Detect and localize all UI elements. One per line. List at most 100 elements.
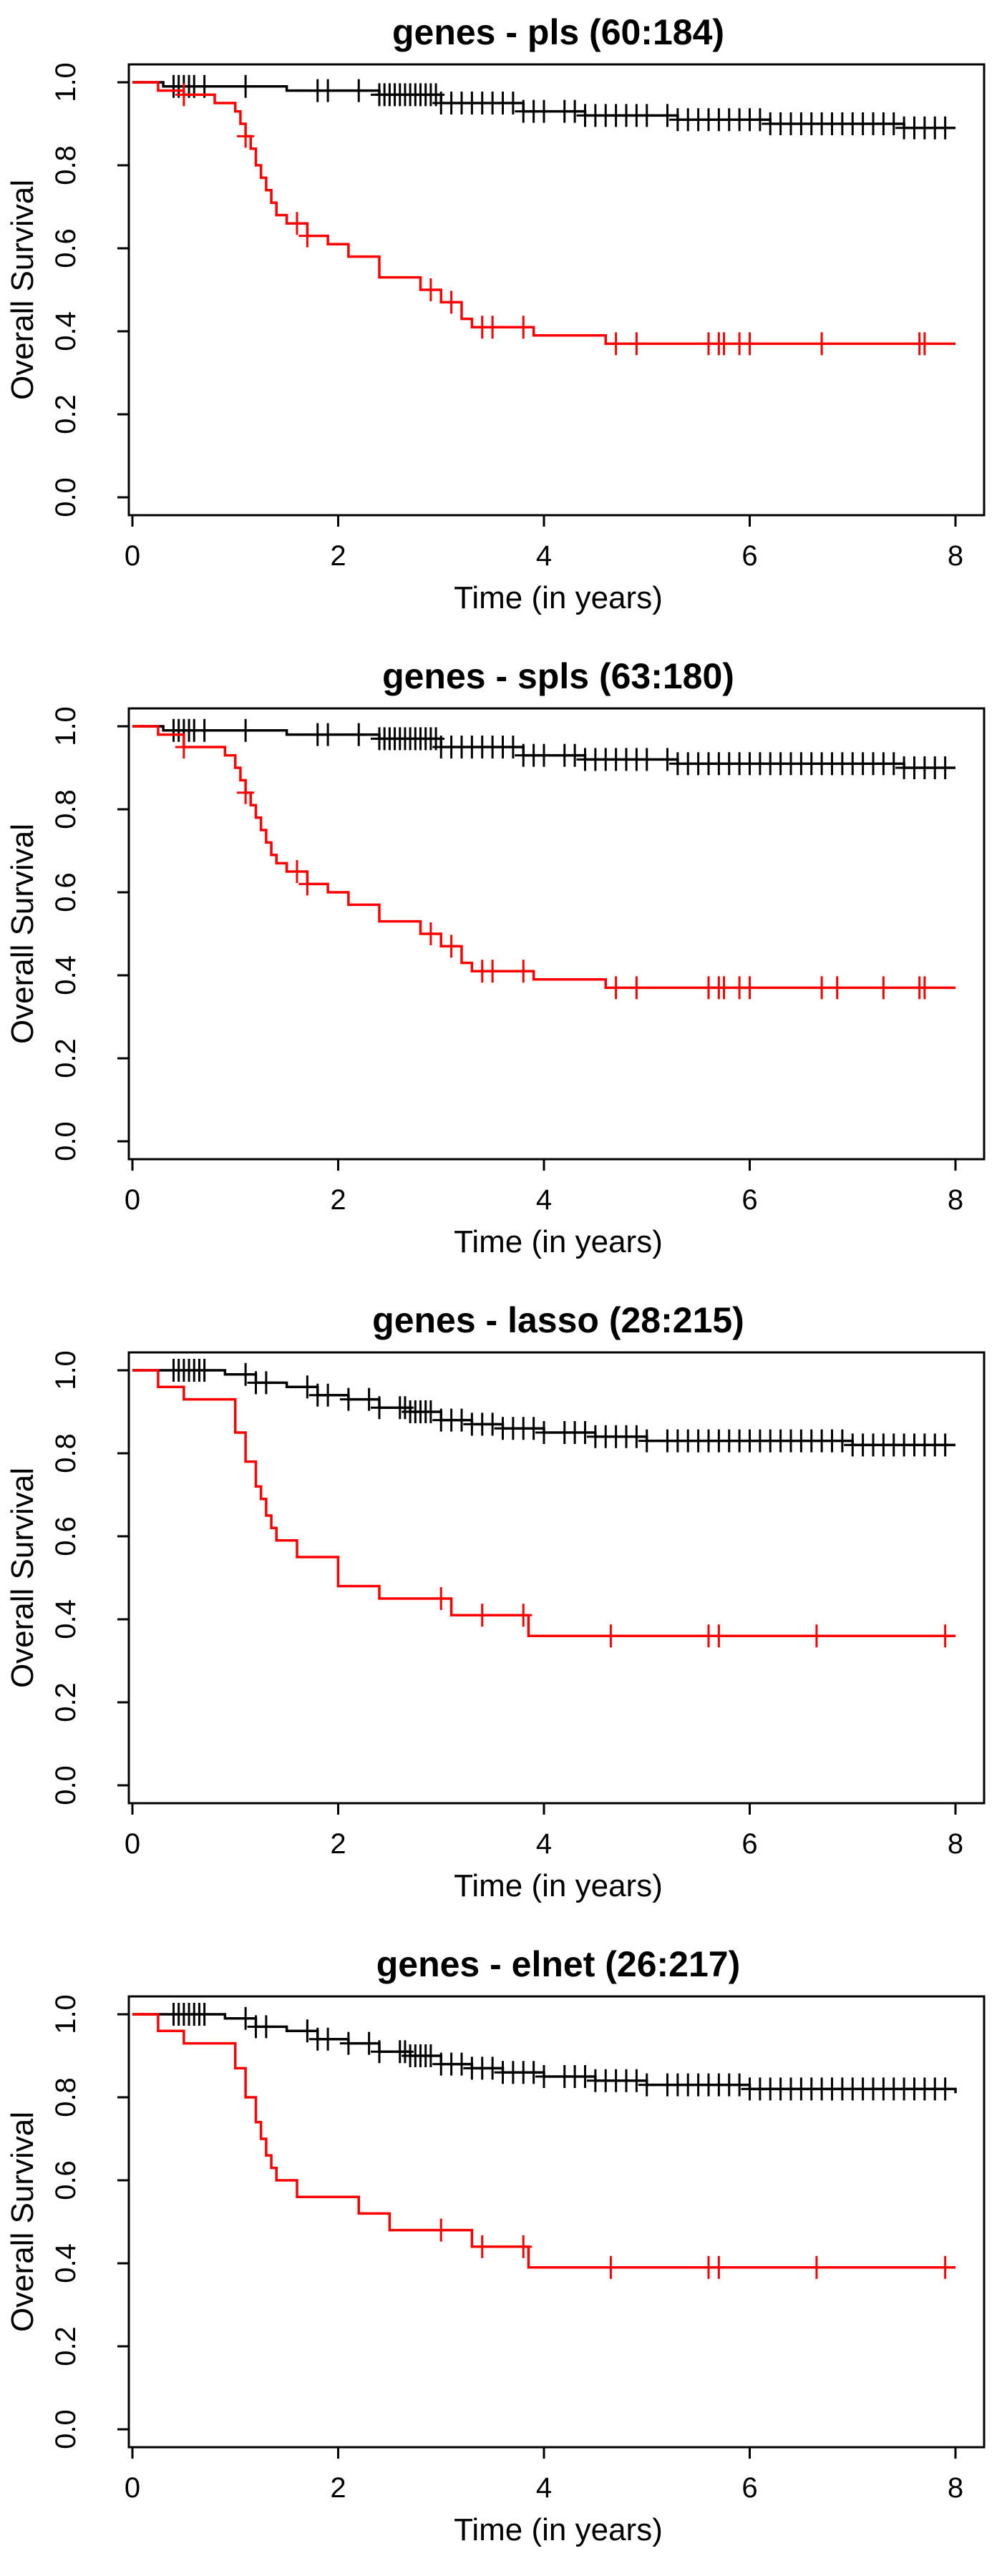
censor-mark	[628, 332, 646, 356]
y-tick-label: 0.2	[50, 394, 82, 434]
censor-mark	[525, 2061, 543, 2084]
plot-frame	[127, 1995, 986, 2449]
y-tick-label: 0.0	[50, 477, 82, 517]
censor-mark	[195, 718, 213, 742]
censor-mark	[715, 976, 733, 1000]
censor-mark	[371, 2040, 388, 2064]
y-tick-label: 0.0	[50, 1765, 82, 1805]
black-survival-series	[132, 74, 955, 140]
censor-mark	[936, 1624, 954, 1648]
censor-mark	[602, 2255, 620, 2279]
censor-mark	[360, 1387, 378, 1411]
x-axis: 0 2 4 6 8	[125, 1803, 963, 1860]
censor-mark	[628, 976, 646, 1000]
y-tick-label: 0.6	[50, 2160, 82, 2200]
censor-mark	[422, 278, 439, 301]
censor-mark	[442, 935, 460, 958]
x-axis-label: Time (in years)	[454, 1224, 663, 1259]
censor-mark	[807, 1624, 825, 1648]
censor-mark	[833, 1429, 851, 1453]
censor-mark	[936, 116, 954, 140]
x-tick-label: 8	[948, 1184, 963, 1216]
censor-mark	[175, 83, 193, 107]
censor-mark	[936, 1433, 954, 1457]
censor-mark	[175, 736, 193, 758]
censor-mark	[504, 736, 522, 758]
y-tick-label: 0.8	[50, 1433, 82, 1473]
censor-mark	[710, 1624, 728, 1648]
censor-mark	[288, 860, 306, 883]
censor-mark	[339, 1387, 357, 1411]
censor-mark	[473, 2235, 491, 2258]
censor-mark	[515, 960, 532, 983]
survival-curve	[132, 2013, 955, 2269]
x-axis: 0 2 4 6 8	[125, 1159, 963, 1216]
y-axis-label: Overall Survival	[5, 1468, 40, 1688]
censor-mark	[453, 1408, 470, 1432]
censor-mark	[828, 976, 846, 1000]
censor-mark	[237, 2006, 255, 2030]
x-tick-label: 4	[536, 540, 552, 572]
survival-curve	[132, 81, 955, 346]
y-tick-label: 0.6	[50, 872, 82, 912]
x-tick-label: 6	[741, 1184, 757, 1216]
censor-mark	[453, 2052, 470, 2076]
x-axis-label: Time (in years)	[454, 1868, 663, 1903]
censor-mark	[658, 748, 676, 771]
x-tick-label: 0	[125, 1184, 140, 1216]
censor-mark	[915, 976, 933, 1000]
censor-mark	[515, 316, 532, 339]
censor-mark	[710, 2255, 728, 2279]
black-survival-series	[132, 718, 955, 779]
censor-mark	[319, 723, 337, 746]
censor-mark	[237, 125, 255, 148]
survival-curve	[132, 1369, 955, 1637]
y-axis: 0.0 0.2 0.4 0.6 0.8 1.0	[50, 62, 129, 517]
censor-mark	[484, 2057, 502, 2080]
censor-mark	[535, 99, 553, 123]
survival-panel-pls: genes - pls (60:184) 0 2 4 6 8 Time (in years)…	[5, 12, 986, 615]
censor-mark	[602, 1624, 620, 1648]
y-tick-label: 0.4	[50, 311, 82, 351]
censor-mark	[915, 332, 933, 356]
y-tick-label: 0.4	[50, 1599, 82, 1639]
x-tick-label: 6	[741, 2472, 757, 2504]
y-axis: 0.0 0.2 0.4 0.6 0.8 1.0	[50, 1994, 129, 2449]
censor-mark	[288, 212, 306, 235]
y-axis-label: Overall Survival	[5, 180, 40, 400]
censor-mark	[442, 291, 460, 314]
y-tick-label: 0.6	[50, 228, 82, 268]
censor-mark	[195, 1359, 213, 1382]
censor-mark	[484, 316, 502, 339]
red-survival-series	[132, 81, 955, 356]
plot-frame	[127, 707, 986, 1161]
x-tick-label: 6	[741, 1828, 757, 1860]
censor-mark	[360, 2031, 378, 2055]
red-survival-series	[132, 725, 955, 1000]
chart-title: genes - spls (63:180)	[382, 656, 734, 696]
censor-mark	[515, 1604, 532, 1627]
censor-mark	[638, 748, 656, 771]
x-axis: 0 2 4 6 8	[125, 2447, 963, 2504]
x-tick-label: 0	[125, 2472, 140, 2504]
x-axis-label: Time (in years)	[454, 2512, 663, 2547]
x-tick-label: 4	[536, 1828, 552, 1860]
censor-mark	[257, 1371, 275, 1395]
censor-mark	[298, 2019, 316, 2043]
x-tick-label: 2	[330, 2472, 346, 2504]
plot-frame	[127, 63, 986, 517]
censor-mark	[715, 332, 733, 356]
x-tick-label: 2	[330, 540, 346, 572]
y-tick-label: 0.6	[50, 1516, 82, 1556]
censor-mark	[576, 2065, 594, 2088]
censor-mark	[473, 1604, 491, 1627]
y-tick-label: 0.4	[50, 2243, 82, 2283]
x-tick-label: 8	[948, 540, 963, 572]
censor-mark	[257, 2015, 275, 2039]
survival-panel-spls: genes - spls (63:180) 0 2 4 6 8 Time (in years…	[5, 656, 986, 1259]
censor-mark	[484, 960, 502, 983]
y-tick-label: 1.0	[50, 706, 82, 746]
censor-mark	[741, 332, 759, 356]
x-tick-label: 4	[536, 2472, 552, 2504]
